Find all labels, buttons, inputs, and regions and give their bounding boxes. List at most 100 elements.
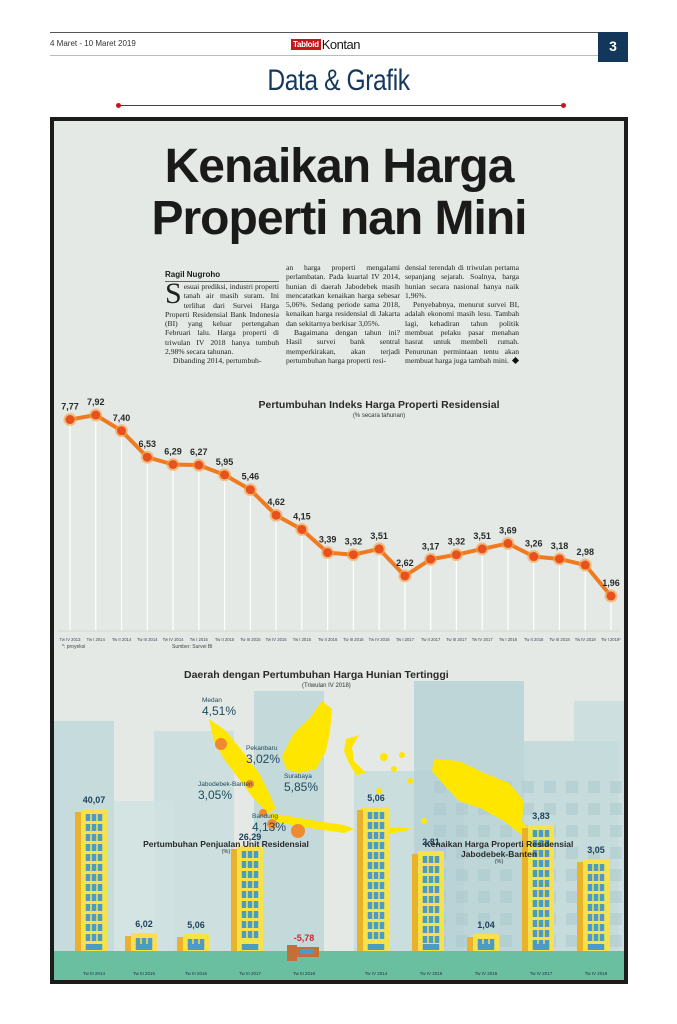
paragraph: Dibanding 2014, pertumbuh- [173, 356, 262, 366]
building-bar [177, 934, 209, 951]
bar-category-label: Tw IV 2015 [419, 971, 443, 976]
bar-category-label: Tw IV 2018 [584, 971, 608, 976]
bar-category-label: Tw III 2014 [82, 971, 105, 976]
data-label: 2,62 [396, 558, 414, 568]
x-axis-tick-label: Tw II 2018 [524, 637, 544, 642]
price-index-line-chart: 7,77 Tw IV 2013 7,92 Tw I 2014 7,40 Tw II 201… [54, 391, 624, 661]
data-point: 4,15 [293, 511, 311, 536]
city-medan: Medan 4,51% [202, 697, 237, 718]
data-point: 7,77 [61, 402, 79, 427]
data-point: 2,62 [396, 558, 414, 583]
building-bar [75, 809, 107, 951]
map-subtitle: (Triwulan IV 2018) [302, 683, 351, 689]
bar-value-label: 5,06 [187, 920, 205, 930]
dropcap: S [165, 277, 182, 310]
city-marker-jabodebek-banten [259, 809, 267, 817]
ground-strip [54, 951, 624, 980]
divider-dot-icon [561, 103, 566, 108]
page-number: 3 [598, 32, 628, 62]
building-bar [125, 933, 157, 951]
building-bar [287, 945, 319, 961]
data-point: 5,46 [242, 472, 260, 497]
headline-line-2: Properti nan Mini [151, 192, 527, 245]
data-point: 3,26 [525, 539, 543, 564]
data-label: 3,69 [499, 525, 517, 535]
data-label: 7,40 [113, 413, 131, 423]
data-label: 3,32 [345, 537, 363, 547]
city-marker-surabaya [291, 824, 305, 838]
data-point: 3,17 [422, 541, 440, 566]
city-marker-pekanbaru [246, 780, 254, 788]
x-axis-tick-label: Tw IV 2017 [472, 637, 494, 642]
data-label: 3,17 [422, 541, 440, 551]
x-axis-tick-label: Tw I 2019* [601, 637, 621, 642]
section-title: Data & Grafik [267, 64, 410, 97]
bar-value-label: 40,07 [82, 795, 106, 805]
bar-value-label: 2,81 [422, 837, 440, 847]
data-label: 5,46 [242, 472, 260, 482]
bar-value-label: 1,04 [477, 920, 495, 930]
headline: Kenaikan Harga Properti nan Mini [54, 141, 624, 245]
x-axis-tick-label: Tw I 2017 [396, 637, 415, 642]
logo-tabloid: Tabloid [291, 38, 321, 50]
publication-logo: Tabloid Kontan [291, 36, 361, 52]
data-point: 1,96 [602, 578, 620, 603]
data-point: 6,29 [164, 447, 182, 472]
data-point: 6,27 [190, 447, 208, 472]
bar-value-label: 26,29 [238, 832, 262, 842]
data-label: 3,26 [525, 539, 543, 549]
infographic-panel: Kenaikan Harga Properti nan Mini Ragil N… [50, 117, 628, 984]
data-label: 5,95 [216, 457, 234, 467]
data-label: 3,51 [473, 531, 491, 541]
building-bar [522, 825, 554, 951]
bar-value-label: -5,78 [293, 933, 315, 943]
map-and-bars-section: Daerah dengan Pertumbuhan Harga Hunian T… [54, 661, 624, 980]
data-label: 7,77 [61, 402, 79, 412]
data-point: 3,69 [499, 525, 517, 550]
data-label: 6,29 [164, 447, 182, 457]
data-point: 3,32 [448, 537, 466, 562]
data-point: 4,62 [267, 497, 285, 522]
bar-value-label: 5,06 [367, 793, 385, 803]
x-axis-tick-label: Tw III 2015 [240, 637, 261, 642]
paragraph: Penyebabnya, menurut survei BI, adalah e… [405, 300, 519, 365]
bar-category-label: Tw IV 2017 [529, 971, 553, 976]
data-label: 7,92 [87, 397, 105, 407]
city-jabodebek-banten: Jabodebek-Banten 3,05% [198, 781, 253, 802]
x-axis-tick-label: Tw II 2014 [112, 637, 132, 642]
city-surabaya: Surabaya 5,85% [284, 773, 319, 794]
bar-category-label: Tw III 2018 [292, 971, 315, 976]
bar-value-label: 3,83 [532, 811, 550, 821]
data-label: 3,32 [448, 537, 466, 547]
bar-category-label: Tw IV 2016 [474, 971, 498, 976]
line-chart-subtitle: (% secara tahunan) [352, 413, 406, 419]
bar-category-label: Tw IV 2014 [364, 971, 388, 976]
x-axis-tick-label: Tw IV 2015 [266, 637, 288, 642]
building-bar [467, 934, 499, 951]
section-divider [116, 103, 566, 108]
x-axis-tick-label: Tw III 2018 [549, 637, 570, 642]
map-title: Daerah dengan Pertumbuhan Harga Hunian T… [184, 669, 449, 681]
x-axis-tick-label: Tw III 2014 [137, 637, 158, 642]
article-column-3: densial terendah di triwulan pertama sep… [405, 263, 519, 365]
byline: Ragil Nugroho [165, 270, 279, 282]
data-point: 3,51 [473, 531, 491, 556]
x-axis-tick-label: Tw II 2015 [215, 637, 235, 642]
data-point: 5,95 [216, 457, 234, 482]
data-label: 3,18 [551, 541, 569, 551]
indonesia-map [209, 701, 536, 839]
bar-category-label: Tw III 2015 [132, 971, 155, 976]
headline-line-1: Kenaikan Harga [164, 140, 515, 193]
city-skyline-background [54, 681, 624, 980]
data-label: 4,15 [293, 511, 311, 521]
article-column-2: an harga properti mengalami perlambatan.… [286, 263, 400, 365]
data-point: 3,39 [319, 535, 336, 560]
data-label: 2,98 [576, 547, 594, 557]
x-axis-tick-label: Tw IV 2016 [369, 637, 391, 642]
data-label: 4,62 [267, 497, 285, 507]
data-point: 6,53 [139, 439, 156, 464]
logo-kontan: Kontan [321, 36, 361, 52]
data-point: 7,92 [87, 397, 105, 422]
line-chart-plot: 7,77 Tw IV 2013 7,92 Tw I 2014 7,40 Tw II 201… [58, 397, 621, 642]
